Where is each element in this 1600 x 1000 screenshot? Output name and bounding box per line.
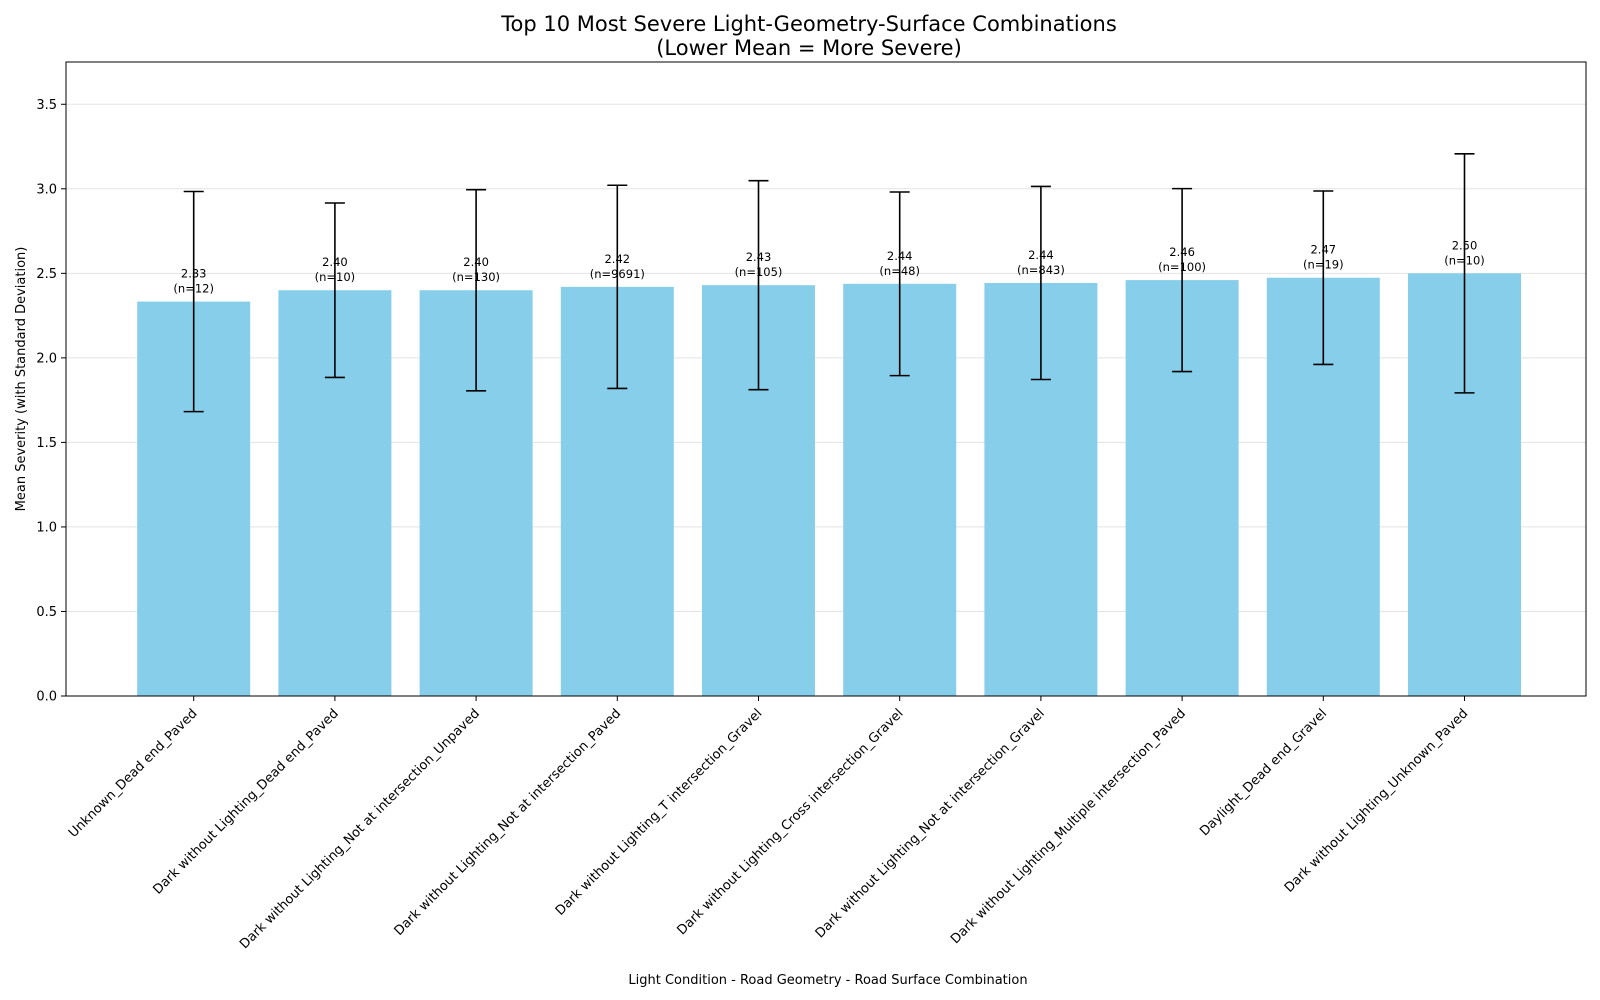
bar-value-label: 2.46: [1169, 245, 1195, 259]
y-tick-label: 0.0: [36, 690, 57, 705]
bar-count-label: (n=12): [173, 282, 214, 296]
bar-value-label: 2.40: [322, 255, 348, 269]
y-axis-ticks: 0.0 0.5 1.0 1.5 2.0 2.5 3.0 3.5: [36, 98, 66, 705]
bar-value-label: 2.50: [1452, 238, 1478, 252]
error-bars: [183, 153, 1475, 413]
bar-value-label: 2.33: [181, 267, 207, 281]
bar-count-label: (n=19): [1303, 258, 1344, 272]
y-tick-label: 0.5: [36, 605, 57, 620]
bar-count-label: (n=9691): [590, 267, 645, 281]
bar-value-labels: 2.33(n=12)2.40(n=10)2.40(n=130)2.42(n=96…: [173, 238, 1484, 295]
bar-value-label: 2.40: [463, 255, 489, 269]
bar-count-label: (n=843): [1017, 263, 1065, 277]
x-tick-label: Dark without Lighting_Not at intersectio…: [237, 706, 483, 952]
x-tick-label: Dark without Lighting_Cross intersection…: [675, 706, 907, 938]
y-tick-label: 1.5: [36, 436, 57, 451]
x-tick-label: Daylight_Dead end_Gravel: [1197, 706, 1330, 839]
y-tick-label: 3.0: [36, 182, 57, 197]
bar-count-label: (n=105): [735, 265, 783, 279]
bar-value-label: 2.42: [604, 252, 630, 266]
x-axis-label: Light Condition - Road Geometry - Road S…: [628, 973, 1027, 988]
bar-series: [137, 273, 1521, 696]
x-tick-label: Unknown_Dead end_Paved: [66, 706, 201, 841]
x-tick-label: Dark without Lighting_Not at intersectio…: [392, 706, 625, 939]
bar-count-label: (n=48): [879, 264, 920, 278]
plot-area-frame: [65, 61, 1587, 697]
x-tick-label: Dark without Lighting_Not at intersectio…: [813, 706, 1048, 941]
y-axis-label: Mean Severity (with Standard Deviation): [14, 247, 29, 512]
bar-count-label: (n=10): [315, 270, 356, 284]
bar-value-label: 2.43: [746, 250, 772, 264]
y-tick-label: 3.5: [36, 98, 57, 113]
chart-title-line-2: (Lower Mean = More Severe): [656, 36, 962, 60]
bar-count-label: (n=10): [1444, 253, 1485, 267]
bar-count-label: (n=130): [452, 270, 500, 284]
chart-title-line-1: Top 10 Most Severe Light-Geometry-Surfac…: [500, 12, 1117, 36]
bar-value-label: 2.44: [887, 249, 913, 263]
x-axis-ticks: Unknown_Dead end_Paved Dark without Light…: [66, 696, 1471, 952]
y-tick-label: 2.0: [36, 351, 57, 366]
bar-value-label: 2.47: [1310, 243, 1336, 257]
bar-count-label: (n=100): [1158, 260, 1206, 274]
y-tick-label: 1.0: [36, 520, 57, 535]
y-tick-label: 2.5: [36, 267, 57, 282]
x-tick-label: Dark without Lighting_Multiple intersect…: [948, 706, 1189, 947]
bar-value-label: 2.44: [1028, 248, 1054, 262]
